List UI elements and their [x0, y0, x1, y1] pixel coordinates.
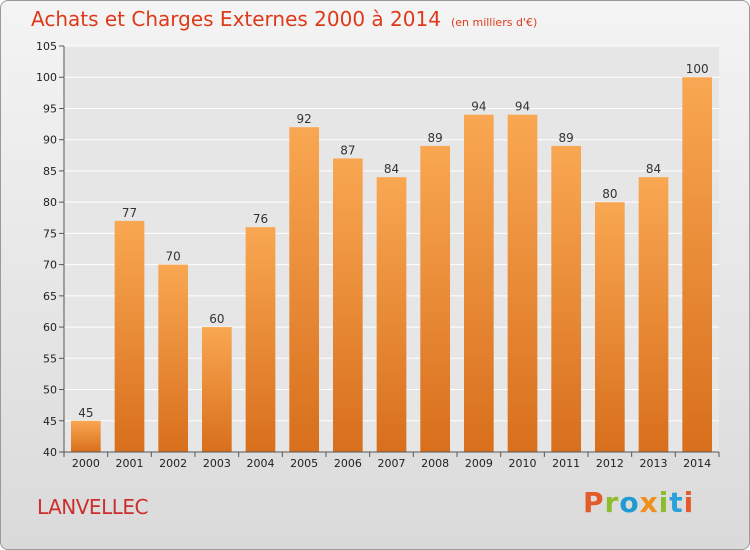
y-tick-label: 85: [43, 165, 57, 178]
logo-letter: r: [604, 486, 620, 519]
y-tick-label: 100: [36, 71, 57, 84]
bar: [463, 114, 494, 452]
logo-letter: t: [669, 486, 684, 519]
bar: [682, 77, 713, 452]
y-tick-label: 95: [43, 102, 57, 115]
x-tick-label: 2001: [116, 457, 144, 470]
x-tick-label: 2012: [596, 457, 624, 470]
x-tick-label: 2011: [552, 457, 580, 470]
y-tick-label: 60: [43, 321, 57, 334]
x-tick-label: 2010: [509, 457, 537, 470]
data-label: 89: [559, 131, 574, 145]
logo-letter: i: [683, 486, 695, 519]
logo-letter: i: [658, 486, 670, 519]
y-tick-label: 105: [36, 40, 57, 53]
data-label: 94: [471, 100, 486, 114]
data-label: 92: [297, 112, 312, 126]
chart-title: Achats et Charges Externes 2000 à 2014: [31, 7, 441, 31]
x-tick-label: 2004: [247, 457, 275, 470]
bar: [158, 264, 189, 452]
logo-letter: o: [619, 486, 640, 519]
bar: [420, 145, 451, 452]
y-tick-label: 45: [43, 415, 57, 428]
bar: [289, 127, 320, 452]
x-tick-label: 2014: [683, 457, 711, 470]
y-tick-label: 70: [43, 259, 57, 272]
data-label: 76: [253, 212, 268, 226]
bar: [245, 227, 276, 452]
data-label: 89: [428, 131, 443, 145]
bar: [114, 220, 145, 452]
x-tick-label: 2002: [159, 457, 187, 470]
x-tick-label: 2003: [203, 457, 231, 470]
logo-letter: P: [583, 486, 605, 519]
bar: [201, 327, 232, 452]
data-label: 70: [166, 250, 181, 264]
data-label: 84: [646, 162, 661, 176]
bar: [507, 114, 538, 452]
bar: [376, 177, 407, 452]
x-tick-label: 2005: [290, 457, 318, 470]
data-label: 60: [209, 312, 224, 326]
y-axis: 40 45 50 55 60 65 70 75 80 85 90 95 100 105: [36, 40, 65, 459]
x-tick-label: 2009: [465, 457, 493, 470]
data-label: 84: [384, 162, 399, 176]
data-label: 45: [78, 406, 93, 420]
y-tick-label: 50: [43, 384, 57, 397]
y-tick-label: 65: [43, 290, 57, 303]
bars: 45 77 70 60 76 92 87 84 89 94 94 89 80 84 100: [70, 62, 713, 452]
bar: [594, 202, 625, 452]
y-tick-label: 80: [43, 196, 57, 209]
data-label: 87: [340, 143, 355, 157]
x-tick-label: 2013: [640, 457, 668, 470]
logo-letter: x: [639, 486, 659, 519]
data-label: 77: [122, 206, 137, 220]
chart-subtitle: (en milliers d'€): [450, 16, 538, 29]
proxiti-logo: Proxiti: [583, 486, 694, 519]
bar: [70, 420, 101, 452]
x-tick-label: 2007: [378, 457, 406, 470]
data-label: 80: [602, 187, 617, 201]
x-axis: 2000 2001 2002 2003 2004 2005 2006 2007 2008 2009…: [63, 451, 720, 470]
x-tick-label: 2000: [72, 457, 100, 470]
y-tick-label: 55: [43, 352, 57, 365]
bar: [332, 158, 363, 452]
y-tick-label: 75: [43, 227, 57, 240]
data-label: 94: [515, 100, 530, 114]
place-name: LANVELLEC: [37, 495, 148, 519]
chart-title-line: Achats et Charges Externes 2000 à 2014 (e…: [31, 7, 537, 31]
bar: [551, 145, 582, 452]
y-tick-label: 90: [43, 134, 57, 147]
x-tick-label: 2006: [334, 457, 362, 470]
y-tick-label: 40: [43, 446, 57, 459]
data-label: 100: [686, 62, 709, 76]
bar: [638, 177, 669, 452]
x-tick-label: 2008: [421, 457, 449, 470]
